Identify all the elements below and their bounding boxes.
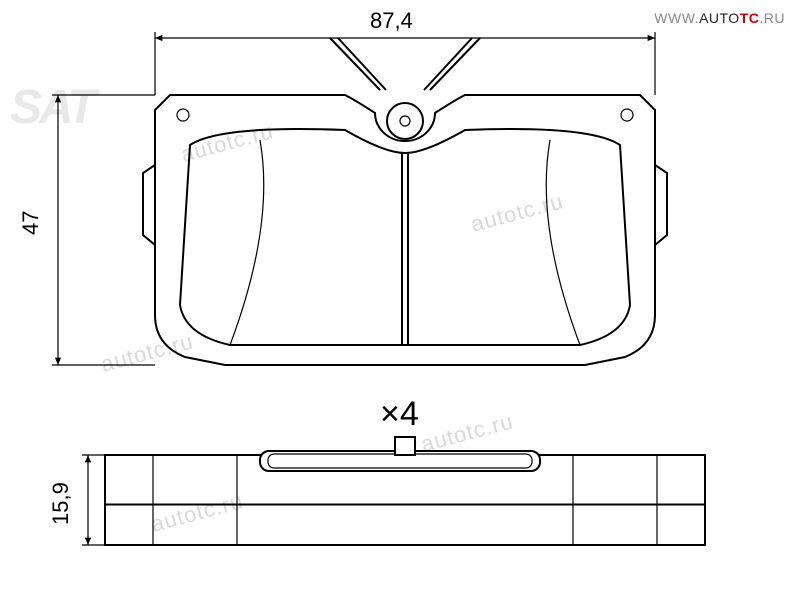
technical-drawing [0, 0, 800, 600]
quantity-label: ×4 [380, 395, 419, 434]
dimension-width-label: 87,4 [370, 8, 413, 34]
dimension-height-label: 47 [18, 211, 44, 235]
dimension-thickness-label: 15,9 [48, 482, 74, 525]
